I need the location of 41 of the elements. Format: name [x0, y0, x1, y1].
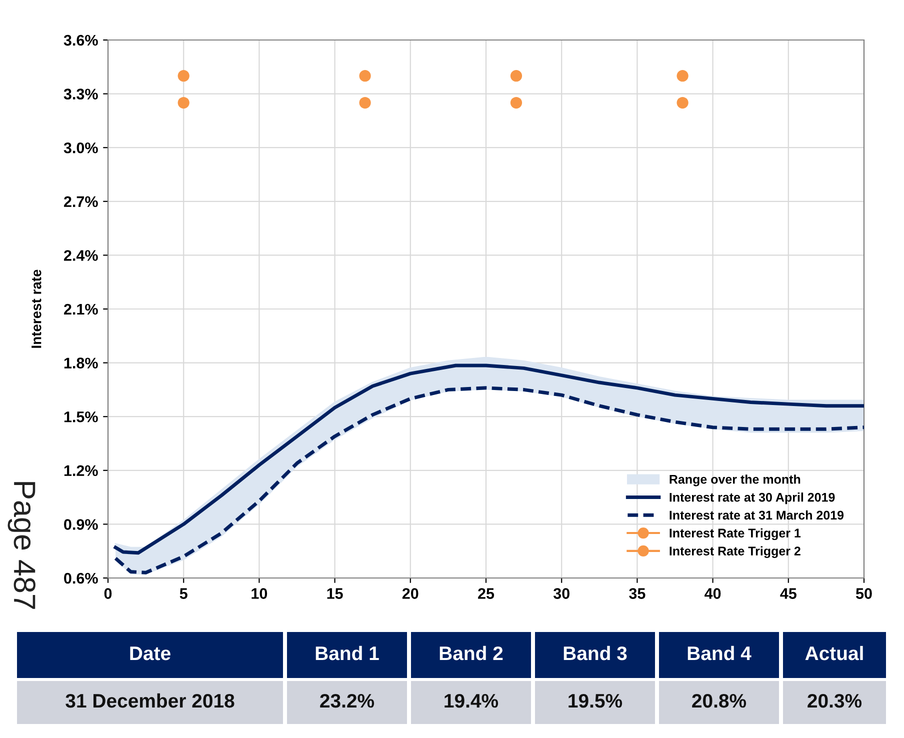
x-tick-label: 15: [327, 588, 343, 599]
legend-label: Interest Rate Trigger 1: [670, 528, 801, 540]
legend-label: Interest rate at 31 March 2019: [670, 510, 844, 520]
text: Band 1: [316, 646, 379, 660]
x-tick-label: 35: [629, 588, 646, 599]
text: 19.5%: [568, 694, 622, 708]
text: 31 December 2018: [66, 693, 234, 708]
x-tick-label: 20: [402, 588, 418, 599]
x-tick-label: 45: [780, 588, 796, 599]
text: Band 4: [688, 646, 752, 660]
text: 20.3%: [808, 694, 862, 708]
text: 20.8%: [692, 694, 746, 708]
text: Actual: [805, 646, 863, 660]
y-tick-label: 3.0%: [64, 142, 98, 154]
y-axis-title: Interest rate: [32, 270, 42, 348]
text: Band 2: [440, 646, 503, 660]
x-tick-label: 30: [553, 588, 570, 599]
y-tick-label: 1.2%: [64, 465, 98, 476]
text: Date: [130, 646, 170, 660]
x-tick-label: 5: [180, 588, 188, 599]
y-tick-label: 1.5%: [64, 412, 98, 422]
legend-label: Interest rate at 30 April 2019: [670, 492, 835, 504]
y-tick-label: 0.9%: [64, 519, 98, 530]
text: Band 3: [564, 646, 627, 660]
x-tick-label: 25: [478, 588, 494, 599]
legend-label: Range over the month: [670, 474, 800, 486]
y-tick-label: 0.6%: [64, 572, 98, 584]
y-tick-label: 2.7%: [64, 196, 98, 208]
x-tick-label: 0: [104, 588, 112, 599]
text: 19.4%: [444, 694, 498, 708]
x-tick-label: 10: [252, 588, 268, 599]
x-tick-label: 40: [704, 588, 721, 599]
y-tick-label: 1.8%: [64, 358, 98, 368]
text: Page 487: [8, 482, 36, 609]
y-tick-label: 2.1%: [64, 304, 98, 315]
text: 23.2%: [320, 694, 374, 708]
x-tick-label: 50: [856, 588, 872, 599]
legend-label: Interest Rate Trigger 2: [670, 546, 800, 558]
y-tick-label: 2.4%: [64, 250, 98, 261]
y-tick-label: 3.3%: [64, 88, 98, 100]
y-tick-label: 3.6%: [64, 34, 98, 46]
